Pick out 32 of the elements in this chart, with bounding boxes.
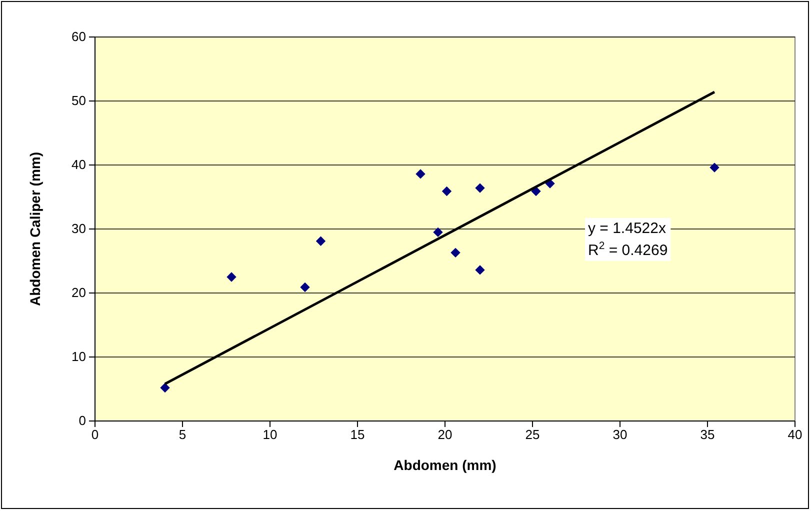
point [416,169,426,179]
x-tick-label: 20 [438,427,452,442]
point [450,248,460,258]
point [316,236,326,246]
point [226,272,236,282]
point [442,186,452,196]
point [475,183,485,193]
point [300,282,310,292]
y-tick-label: 0 [78,413,86,428]
y-tick-label: 30 [72,221,86,236]
x-tick-label: 40 [788,427,802,442]
y-tick-label: 60 [72,29,86,44]
annotation: y = 1.4522x [588,220,666,237]
y-axis-title: Abdomen Caliper (mm) [27,152,43,306]
annotation: R$^{2}$ = 0.4269 [588,240,668,259]
x-tick-label: 35 [700,427,715,442]
x-tick-label: 10 [262,427,278,442]
point [160,382,170,393]
x-tick-label: 0 [91,427,99,442]
x-tick-label: 5 [178,427,186,442]
y-tick-label: 50 [72,93,86,108]
x-axis-title: Abdomen (mm) [394,457,496,473]
y-tick-label: 20 [72,285,86,300]
point [710,162,720,172]
point [531,186,541,196]
y-tick-label: 10 [72,349,86,364]
y-tick-label: 40 [72,157,86,172]
point [433,227,443,238]
x-tick-label: 25 [525,427,540,442]
x-tick-label: 15 [350,427,365,442]
x-tick-label: 30 [612,427,628,442]
point [475,265,485,275]
